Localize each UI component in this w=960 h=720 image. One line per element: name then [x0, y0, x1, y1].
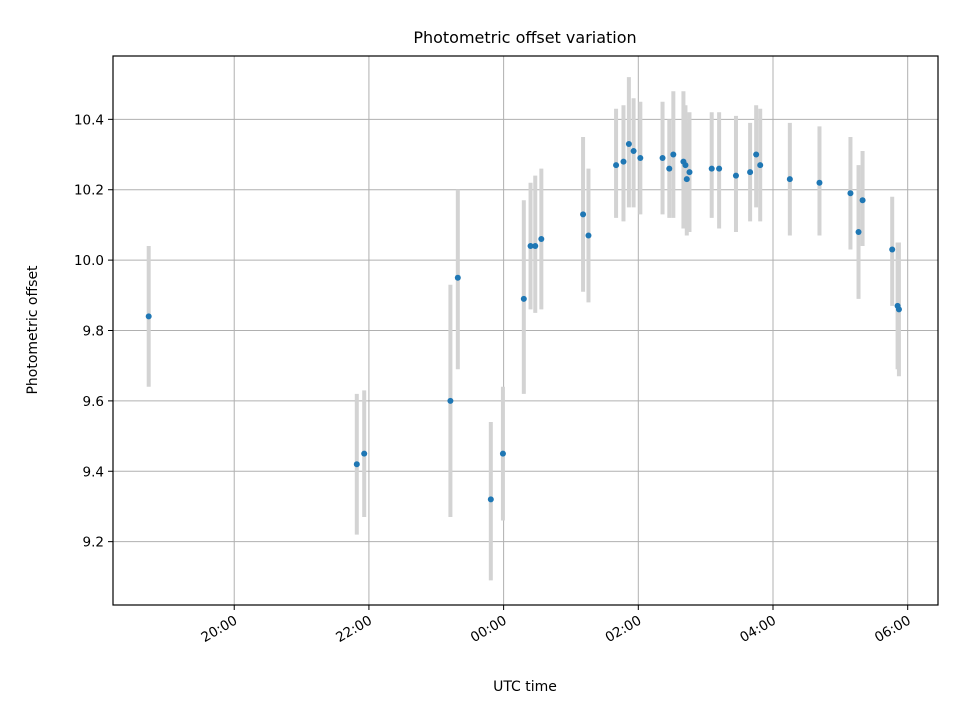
data-point — [859, 197, 866, 204]
data-point — [716, 165, 723, 172]
data-point — [580, 211, 587, 218]
data-point — [538, 236, 545, 242]
data-point — [708, 165, 715, 172]
data-point — [630, 148, 637, 155]
data-point — [520, 295, 527, 302]
data-point — [732, 172, 739, 179]
data-point — [753, 151, 760, 158]
data-point — [145, 313, 152, 320]
data-point — [613, 162, 620, 169]
data-point — [447, 397, 454, 404]
data-point — [895, 306, 902, 313]
data-point — [670, 151, 677, 158]
y-axis-label: Photometric offset — [25, 265, 41, 395]
data-point — [499, 450, 506, 457]
data-point — [625, 140, 632, 147]
y-tick-label: 9.4 — [83, 464, 104, 480]
x-axis-label: UTC time — [493, 679, 557, 695]
y-tick-label: 10.4 — [74, 112, 104, 128]
data-point — [747, 169, 754, 176]
data-point — [816, 179, 823, 186]
data-point — [659, 155, 666, 162]
data-points — [145, 140, 902, 503]
data-point — [686, 169, 693, 176]
y-tick-label: 9.2 — [83, 535, 104, 551]
data-point — [620, 158, 627, 165]
y-axis: 9.2 9.4 9.6 9.8 10.0 10.2 10.4 — [74, 112, 113, 551]
data-point — [637, 155, 644, 162]
data-point — [532, 243, 539, 250]
data-point — [487, 496, 494, 503]
data-point — [527, 243, 534, 250]
data-point — [353, 461, 360, 468]
data-point — [889, 246, 896, 253]
data-point — [683, 176, 690, 183]
data-point — [585, 232, 592, 239]
y-tick-label: 9.6 — [83, 394, 104, 410]
y-tick-label: 9.8 — [83, 324, 104, 340]
y-tick-label: 10.2 — [74, 183, 104, 199]
y-tick-label: 10.0 — [74, 253, 104, 269]
data-point — [757, 162, 764, 169]
data-point — [454, 274, 461, 281]
chart-title: Photometric offset variation — [413, 28, 636, 47]
data-point — [361, 450, 368, 457]
grid — [113, 56, 938, 605]
data-point — [786, 176, 793, 183]
data-point — [682, 162, 689, 169]
data-point — [847, 190, 854, 197]
data-point — [666, 165, 673, 172]
data-point — [855, 228, 862, 235]
